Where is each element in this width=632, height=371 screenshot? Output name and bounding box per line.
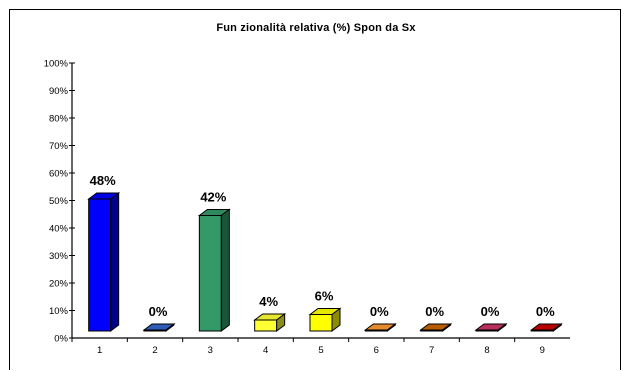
x-tick-label: 7 bbox=[429, 345, 434, 356]
data-label-7: 0% bbox=[425, 304, 444, 319]
bar-side bbox=[497, 323, 507, 332]
bar-front bbox=[88, 198, 112, 332]
data-label-9: 0% bbox=[536, 304, 555, 319]
y-tick-label: 60% bbox=[49, 169, 69, 180]
bars bbox=[87, 192, 563, 332]
x-tick-label: 8 bbox=[484, 345, 489, 356]
y-tick-label: 0% bbox=[54, 334, 68, 345]
y-tick-label: 70% bbox=[49, 141, 69, 152]
bar-side bbox=[165, 323, 175, 332]
data-label-4: 4% bbox=[259, 294, 278, 309]
bar-side bbox=[386, 323, 396, 332]
bar-7 bbox=[419, 323, 453, 332]
bar-5 bbox=[308, 307, 342, 332]
y-tick-label: 10% bbox=[49, 306, 69, 317]
x-tick-label: 2 bbox=[152, 345, 157, 356]
data-label-5: 6% bbox=[315, 289, 334, 304]
bar-side bbox=[442, 323, 452, 332]
data-labels: 48% 0% 42% 4% 6% 0% 0% 0% 0% bbox=[90, 173, 556, 319]
bar-side bbox=[552, 323, 562, 332]
bar-8 bbox=[474, 323, 508, 332]
bar-4 bbox=[253, 313, 287, 332]
y-tick-label: 50% bbox=[49, 196, 69, 207]
bar-front bbox=[198, 215, 222, 332]
bar-side bbox=[331, 307, 341, 332]
data-label-3: 42% bbox=[200, 190, 226, 205]
x-tick-label: 6 bbox=[374, 345, 379, 356]
y-tick-label: 100% bbox=[44, 59, 69, 70]
y-tick-label: 90% bbox=[49, 86, 69, 97]
bar-side bbox=[276, 313, 286, 332]
bar-3 bbox=[197, 208, 231, 332]
x-tick-label: 4 bbox=[263, 345, 268, 356]
bar-2 bbox=[142, 323, 176, 332]
x-tick-label: 9 bbox=[540, 345, 545, 356]
bar-side bbox=[110, 192, 120, 332]
y-axis: 0% 10% 20% 30% 40% 50% 60% 70% 80% 90% 100% bbox=[44, 59, 75, 345]
bar-9 bbox=[529, 323, 563, 332]
bar-front bbox=[309, 314, 333, 332]
bar-1 bbox=[87, 192, 121, 332]
x-tick-label: 1 bbox=[97, 345, 102, 356]
bar-side bbox=[220, 208, 230, 332]
data-label-8: 0% bbox=[481, 304, 500, 319]
x-axis: 1 2 3 4 5 6 7 8 9 bbox=[71, 337, 570, 356]
y-tick-label: 40% bbox=[49, 224, 69, 235]
bar-6 bbox=[363, 323, 397, 332]
x-tick-label: 3 bbox=[208, 345, 213, 356]
chart-title: Fun zionalità relativa (%) Spon da Sx bbox=[216, 22, 416, 34]
bar-front bbox=[254, 319, 278, 332]
x-tick-label: 5 bbox=[318, 345, 323, 356]
y-tick-label: 20% bbox=[49, 279, 69, 290]
y-tick-label: 30% bbox=[49, 251, 69, 262]
y-tick-label: 80% bbox=[49, 114, 69, 125]
data-label-2: 0% bbox=[149, 304, 168, 319]
data-label-1: 48% bbox=[90, 173, 116, 188]
data-label-6: 0% bbox=[370, 304, 389, 319]
